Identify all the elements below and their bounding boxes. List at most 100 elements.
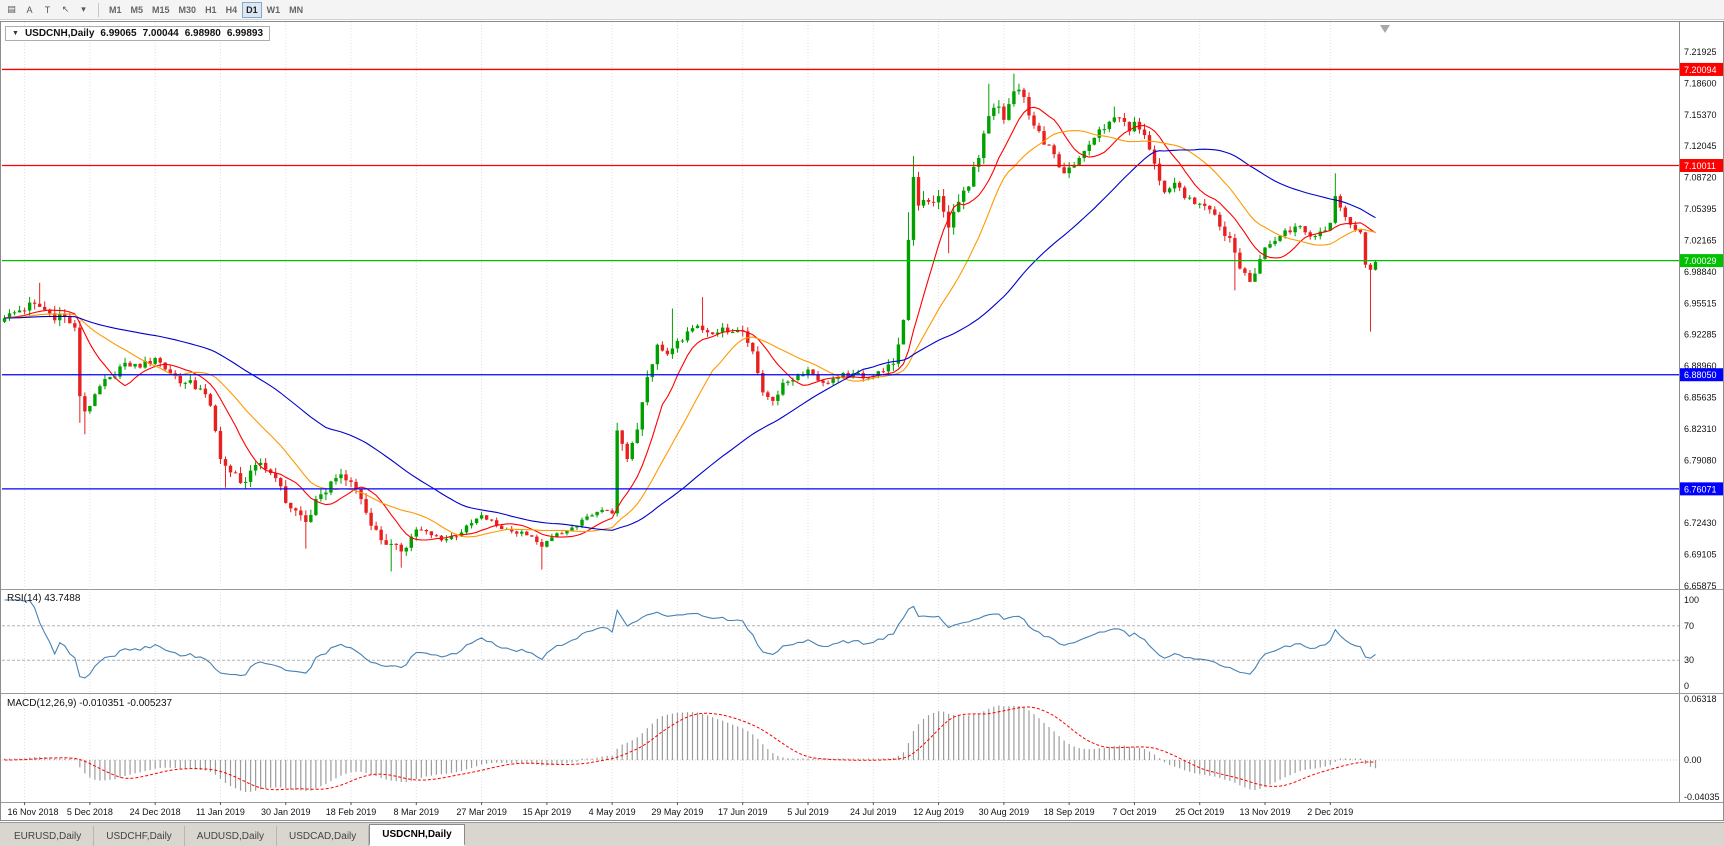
candle-body	[1017, 89, 1021, 92]
candle-body	[434, 535, 439, 537]
chart-tab-audusd[interactable]: AUDUSD,Daily	[185, 826, 278, 846]
candle-body	[394, 543, 398, 545]
candle-body	[17, 310, 22, 313]
candle-body	[1022, 89, 1026, 98]
candle-body	[223, 459, 228, 466]
price-axis-label: 6.72430	[1684, 518, 1717, 528]
timeframe-mn-button[interactable]: MN	[289, 4, 304, 15]
price-axis-label: 6.65875	[1684, 581, 1717, 591]
candle-body	[22, 310, 27, 312]
t-tool-button[interactable]: T	[44, 4, 51, 15]
price-line-badge-label: 7.00029	[1684, 256, 1717, 266]
timeframe-m5-button[interactable]: M5	[130, 4, 144, 15]
tool-dropdown-arrow-icon[interactable]: ▾	[81, 4, 86, 14]
candle-body	[78, 327, 82, 397]
candle-body	[911, 177, 916, 240]
chart-tab-eurusd[interactable]: EURUSD,Daily	[2, 826, 95, 846]
candle-body	[580, 519, 584, 526]
candle-body	[369, 512, 373, 526]
candle-body	[1157, 163, 1162, 181]
price-line-badge	[1680, 368, 1723, 382]
timeframe-w1-button[interactable]: W1	[266, 4, 281, 15]
price-axis-label: 6.92285	[1684, 330, 1717, 340]
rsi-axis-label: 70	[1684, 621, 1694, 631]
candle-body	[595, 511, 599, 516]
candle-body	[1072, 164, 1076, 168]
chart-tab-usdcnh[interactable]: USDCNH,Daily	[369, 824, 465, 846]
timeframe-m15-button[interactable]: M15	[152, 4, 170, 15]
candle-body	[1152, 149, 1157, 164]
candle-body	[811, 369, 815, 375]
date-label: 18 Sep 2019	[1044, 807, 1095, 817]
candle-body	[886, 364, 891, 372]
timeframe-m30-button[interactable]: M30	[178, 4, 197, 15]
ohlc-close-value: 6.99893	[226, 28, 264, 39]
candle-body	[931, 201, 936, 203]
date-label: 27 Mar 2019	[456, 807, 507, 817]
chart-menu-arrow-icon[interactable]: ▼	[12, 30, 19, 37]
candle-body	[685, 331, 690, 341]
candle-body	[695, 325, 700, 329]
date-label: 24 Jul 2019	[850, 807, 897, 817]
candle-body	[1087, 144, 1091, 151]
candle-body	[997, 106, 1001, 108]
date-label: 5 Dec 2018	[67, 807, 113, 817]
candle-body	[429, 531, 434, 536]
chart-shift-icon[interactable]	[1380, 25, 1390, 33]
candle-body	[640, 402, 644, 430]
candle-body	[1208, 205, 1212, 210]
candle-body	[1318, 231, 1322, 237]
price-axis-label: 7.05395	[1684, 204, 1717, 214]
candle-body	[1218, 214, 1222, 227]
a-tool-button[interactable]: A	[26, 4, 33, 15]
candle-body	[1177, 182, 1182, 188]
date-label: 5 Jul 2019	[787, 807, 829, 817]
price-line-badge	[1680, 62, 1723, 76]
price-line-badge-label: 6.76071	[1684, 484, 1717, 494]
chart-grid-icon[interactable]: ▤	[7, 4, 16, 14]
candle-body	[484, 515, 489, 520]
candle-body	[198, 388, 203, 390]
candle-body	[178, 375, 182, 384]
timeframe-d1-button[interactable]: D1	[242, 1, 262, 18]
timeframe-h1-button[interactable]: H1	[205, 4, 217, 15]
candle-body	[1112, 117, 1117, 122]
candle-body	[1228, 235, 1232, 239]
chart-tab-usdcad[interactable]: USDCAD,Daily	[277, 826, 370, 846]
candle-body	[751, 342, 755, 352]
price-axis-label: 6.69105	[1684, 550, 1717, 560]
candle-body	[510, 529, 514, 532]
candle-body	[1147, 135, 1152, 150]
candle-body	[600, 509, 604, 512]
candle-body	[1117, 117, 1122, 119]
candle-body	[1167, 188, 1172, 193]
price-line-badge-label: 7.20094	[1684, 65, 1717, 75]
candle-body	[690, 328, 695, 332]
chart-border	[0, 21, 1724, 821]
candle-body	[590, 515, 594, 517]
timeframe-h4-button[interactable]: H4	[225, 4, 238, 15]
chart-tab-usdchf[interactable]: USDCHF,Daily	[94, 826, 185, 846]
candle-body	[1338, 196, 1343, 208]
candle-body	[304, 515, 308, 522]
candle-body	[1288, 230, 1292, 233]
candle-body	[791, 380, 795, 382]
candle-body	[389, 543, 393, 545]
candle-body	[680, 340, 685, 342]
candle-body	[1258, 258, 1262, 274]
candle-body	[208, 394, 213, 406]
candle-body	[635, 429, 639, 443]
candle-body	[12, 312, 17, 314]
candle-body	[474, 518, 479, 524]
candle-body	[1187, 197, 1192, 199]
cursor-tool-button[interactable]: ↖	[61, 4, 70, 14]
candle-body	[1253, 273, 1257, 282]
price-line-badge	[1680, 159, 1723, 173]
candle-body	[891, 363, 896, 365]
candle-body	[364, 499, 368, 513]
candle-body	[409, 536, 413, 548]
candle-body	[982, 133, 986, 158]
timeframe-m1-button[interactable]: M1	[109, 4, 122, 15]
rsi-axis-label: 30	[1684, 655, 1694, 665]
